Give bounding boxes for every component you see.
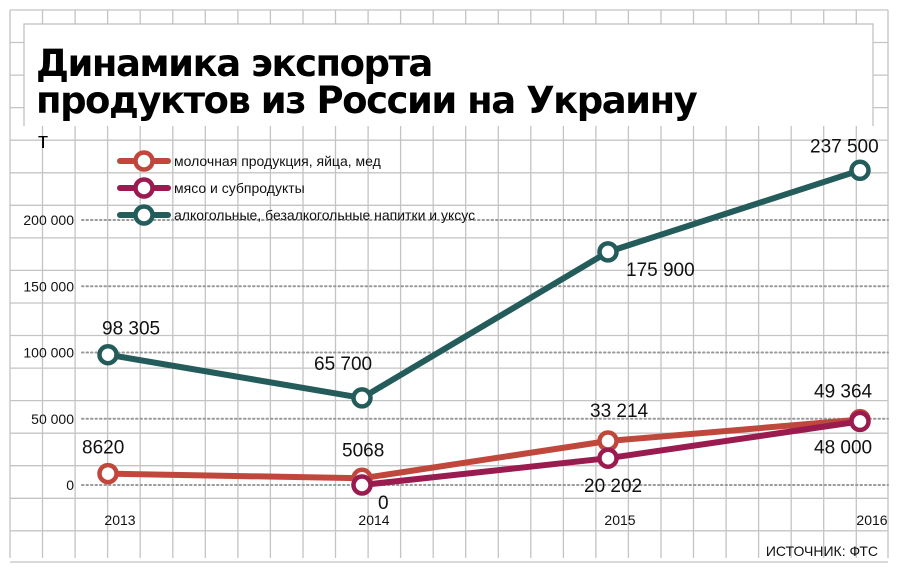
series-layer: 98 305 65 700 175 900 237 500 8620 5068 33 214… <box>82 136 879 514</box>
data-label: 33 214 <box>590 401 649 422</box>
series-line <box>107 416 861 482</box>
data-point-marker <box>351 474 373 496</box>
data-point-marker <box>597 430 619 452</box>
source-label: ИСТОЧНИК: ФТС <box>766 543 878 559</box>
y-axis: 0 50 000 100 000 150 000 200 000 <box>23 212 889 493</box>
legend-label: мясо и субпродукты <box>174 180 305 196</box>
legend-marker-icon <box>133 177 155 199</box>
series-1: 0 20 202 48 000 <box>351 410 872 514</box>
unit-label: т <box>38 128 48 153</box>
y-tick-label: 100 000 <box>23 345 74 361</box>
legend-item: алкогольные, безалкогольные напитки и ук… <box>117 204 475 226</box>
legend-marker-icon <box>133 150 155 172</box>
data-point-marker <box>351 387 373 409</box>
x-axis: 2013 2014 2015 2016 <box>104 512 887 528</box>
chart-title-line-1: Динамика экспорта <box>36 42 432 85</box>
title-panel-border <box>23 23 874 126</box>
data-label: 237 500 <box>810 136 879 157</box>
data-point-marker <box>597 241 619 263</box>
data-label: 49 364 <box>814 382 873 403</box>
y-tick-label: 50 000 <box>31 411 74 427</box>
legend-label: алкогольные, безалкогольные напитки и ук… <box>174 207 475 223</box>
data-label: 48 000 <box>814 437 872 458</box>
y-tick-label: 150 000 <box>23 278 74 294</box>
chart-title-line-2: продуктов из России на Украину <box>36 79 698 122</box>
legend-label: молочная продукция, яйца, мед <box>174 153 381 169</box>
data-label: 65 700 <box>314 354 372 375</box>
data-label: 20 202 <box>584 476 642 497</box>
x-tick-label: 2015 <box>604 512 635 528</box>
legend-item: молочная продукция, яйца, мед <box>117 150 381 172</box>
y-tick-label: 0 <box>66 477 74 493</box>
data-point-marker <box>97 343 119 366</box>
y-tick-label: 200 000 <box>23 212 74 228</box>
x-tick-label: 2016 <box>856 512 887 528</box>
legend-marker-icon <box>133 204 155 226</box>
data-label: 8620 <box>82 438 124 459</box>
data-label: 5068 <box>342 440 384 461</box>
legend-item: мясо и субпродукты <box>117 177 305 199</box>
data-point-marker <box>849 410 871 433</box>
data-point-marker <box>97 462 119 485</box>
x-tick-label: 2014 <box>358 512 389 528</box>
title-panel <box>24 24 873 126</box>
data-point-marker <box>597 447 619 469</box>
data-label: 98 305 <box>102 319 160 340</box>
data-label: 0 <box>378 493 389 514</box>
legend: молочная продукция, яйца, мед мясо и субп… <box>117 150 475 226</box>
data-label: 175 900 <box>626 260 695 281</box>
data-point-marker <box>849 159 871 182</box>
x-tick-label: 2013 <box>104 512 135 528</box>
series-line <box>107 167 861 401</box>
series-2: 98 305 65 700 175 900 237 500 <box>97 136 879 409</box>
